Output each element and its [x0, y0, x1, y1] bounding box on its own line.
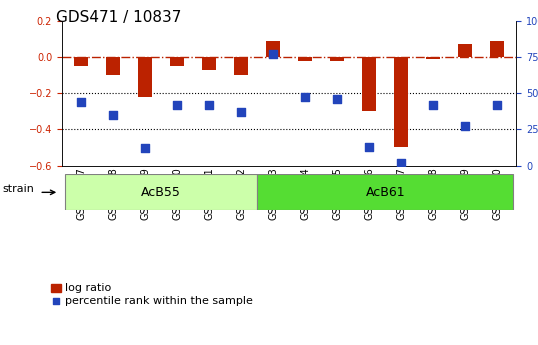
- Text: AcB61: AcB61: [365, 186, 405, 199]
- Bar: [266, 41, 280, 57]
- Text: GDS471 / 10837: GDS471 / 10837: [56, 10, 182, 25]
- Bar: [106, 57, 121, 75]
- Point: [109, 112, 117, 118]
- Point: [397, 160, 406, 166]
- Point: [173, 102, 181, 108]
- Bar: [202, 57, 216, 70]
- Point: [52, 298, 60, 304]
- Point: [301, 95, 309, 100]
- Point: [333, 96, 342, 102]
- Bar: [490, 41, 505, 57]
- Bar: [234, 57, 249, 75]
- Point: [365, 144, 373, 149]
- Point: [461, 124, 470, 129]
- Bar: [330, 57, 344, 61]
- Bar: [257, 174, 513, 210]
- Point: [493, 102, 501, 108]
- Bar: [65, 174, 257, 210]
- Bar: [362, 57, 377, 111]
- Bar: [426, 57, 441, 59]
- Point: [429, 102, 437, 108]
- Bar: [138, 57, 152, 97]
- Bar: [51, 284, 61, 292]
- Bar: [74, 57, 88, 66]
- Bar: [394, 57, 408, 148]
- Bar: [298, 57, 313, 61]
- Text: log ratio: log ratio: [65, 283, 111, 293]
- Point: [237, 109, 245, 115]
- Point: [77, 99, 86, 105]
- Point: [269, 51, 278, 57]
- Bar: [170, 57, 185, 66]
- Text: strain: strain: [3, 184, 34, 194]
- Text: percentile rank within the sample: percentile rank within the sample: [65, 296, 252, 306]
- Point: [205, 102, 214, 108]
- Point: [141, 146, 150, 151]
- Text: AcB55: AcB55: [141, 186, 181, 199]
- Bar: [458, 44, 472, 57]
